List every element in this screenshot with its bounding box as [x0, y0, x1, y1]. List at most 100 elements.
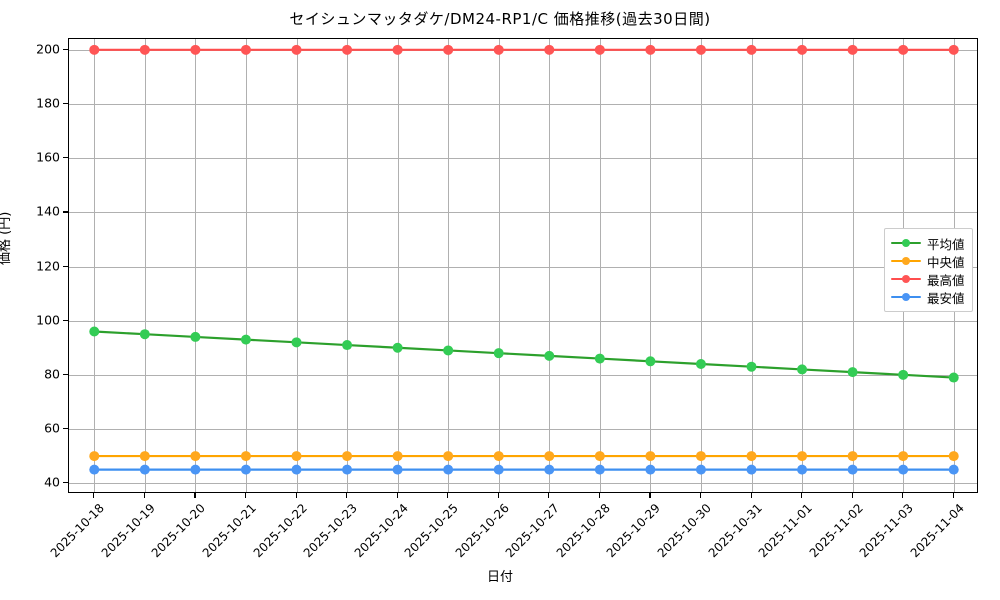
grid-line-vertical	[751, 39, 753, 492]
legend-item-1[interactable]: 平均値	[891, 234, 965, 252]
x-axis-tick-mark	[194, 493, 196, 498]
data-point-marker	[240, 451, 251, 462]
x-axis-tick-mark	[952, 493, 954, 498]
x-axis-tick-mark	[447, 493, 449, 498]
data-point-marker	[898, 369, 909, 380]
y-axis-tick-label: 60	[44, 420, 60, 436]
data-point-marker	[342, 464, 353, 475]
x-axis-tick-mark	[295, 493, 297, 498]
x-axis-tick-mark	[497, 493, 499, 498]
y-axis-tick-label: 160	[36, 149, 60, 165]
legend-swatch-icon	[891, 255, 921, 267]
data-point-marker	[89, 464, 100, 475]
series-4	[89, 464, 959, 475]
x-axis-tick-mark	[396, 493, 398, 498]
legend-item-3[interactable]: 最高値	[891, 270, 965, 288]
x-axis-tick-mark	[143, 493, 146, 498]
grid-line-horizontal	[69, 320, 977, 322]
grid-line-horizontal	[69, 104, 977, 105]
x-axis-tick-mark	[750, 493, 752, 498]
legend-item-4[interactable]: 最安値	[891, 288, 965, 306]
data-point-marker	[291, 44, 302, 55]
data-point-marker	[594, 353, 605, 364]
data-point-marker	[847, 367, 858, 378]
data-point-marker	[342, 340, 353, 351]
data-point-marker	[645, 356, 656, 367]
data-point-marker	[190, 44, 201, 55]
x-axis-tick-mark	[699, 493, 702, 498]
data-point-marker	[948, 44, 959, 55]
data-point-marker	[594, 451, 605, 462]
grid-line-vertical	[397, 39, 399, 492]
y-axis-tick-mark	[63, 373, 68, 376]
y-axis-tick-label: 80	[44, 366, 60, 382]
data-point-marker	[443, 451, 454, 462]
grid-line-vertical	[599, 39, 601, 492]
data-point-marker	[291, 451, 302, 462]
legend-label: 平均値	[927, 236, 965, 252]
data-point-marker	[898, 464, 909, 475]
y-axis-tick-label: 140	[36, 203, 60, 219]
data-point-marker	[493, 348, 504, 359]
legend-swatch-icon	[891, 273, 921, 285]
y-axis-tick-mark	[63, 211, 68, 213]
grid-line-horizontal	[69, 266, 977, 268]
data-point-marker	[493, 44, 504, 55]
legend-label: 最安値	[927, 290, 965, 306]
y-axis-tick-label: 180	[36, 95, 60, 111]
x-axis-tick-mark	[548, 493, 550, 498]
data-point-marker	[139, 329, 150, 340]
y-axis-tick-mark	[63, 265, 68, 267]
data-point-marker	[847, 451, 858, 462]
legend-swatch-icon	[891, 237, 921, 249]
data-point-marker	[443, 464, 454, 475]
grid-line-vertical	[144, 39, 146, 492]
x-axis-tick-mark	[93, 493, 95, 498]
data-point-marker	[695, 359, 706, 369]
grid-line-horizontal	[69, 429, 977, 430]
data-point-marker	[493, 464, 504, 475]
data-point-marker	[695, 44, 706, 55]
data-point-marker	[443, 44, 454, 55]
series-layer	[89, 44, 959, 475]
data-point-marker	[594, 44, 605, 55]
grid-line-vertical	[296, 39, 298, 492]
data-point-marker	[645, 44, 656, 55]
data-point-marker	[291, 337, 302, 348]
data-point-marker	[746, 451, 757, 462]
data-point-marker	[797, 451, 808, 462]
data-point-marker	[797, 464, 808, 475]
grid-line-vertical	[498, 39, 500, 492]
data-point-marker	[746, 44, 757, 55]
series-2	[89, 451, 959, 462]
data-point-marker	[493, 451, 504, 462]
data-point-marker	[544, 451, 555, 462]
data-point-marker	[898, 451, 909, 462]
x-axis-title: 日付	[486, 570, 513, 585]
data-point-marker	[190, 451, 201, 462]
x-axis-tick-mark	[598, 493, 601, 498]
grid-line-vertical	[802, 39, 804, 492]
data-point-marker	[89, 451, 100, 462]
x-axis-tick-mark	[649, 493, 651, 498]
grid-line-vertical	[195, 39, 197, 492]
grid-line-vertical	[245, 39, 247, 492]
x-axis-tick-mark	[346, 493, 348, 498]
data-point-marker	[89, 326, 100, 337]
legend-label: 最高値	[927, 272, 965, 288]
data-point-marker	[139, 451, 150, 462]
data-point-marker	[645, 464, 656, 475]
legend-item-2[interactable]: 中央値	[891, 252, 965, 270]
data-point-marker	[898, 44, 909, 55]
data-point-marker	[544, 464, 555, 475]
data-point-marker	[443, 345, 454, 356]
x-axis-tick-mark	[902, 493, 904, 498]
data-point-marker	[948, 464, 959, 475]
data-point-marker	[240, 464, 251, 475]
grid-line-vertical	[650, 39, 652, 492]
grid-line-horizontal	[69, 374, 977, 376]
x-axis-tick-mark	[851, 493, 853, 498]
y-axis-title: 価格 (円)	[0, 211, 13, 265]
data-point-marker	[342, 44, 353, 55]
data-point-marker	[392, 342, 403, 353]
